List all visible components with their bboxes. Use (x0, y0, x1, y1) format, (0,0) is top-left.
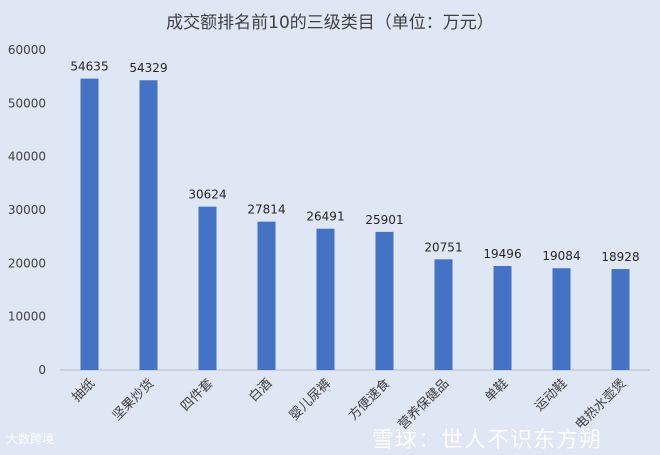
watermark-left: 大数跨境 (6, 432, 55, 446)
y-tick-label: 30000 (8, 203, 46, 217)
bar (316, 228, 335, 370)
bar-value-label: 26491 (306, 210, 344, 224)
bar-series (80, 78, 630, 370)
bar (375, 231, 394, 370)
y-tick-label: 0 (38, 363, 46, 377)
bar-value-label: 27814 (247, 203, 285, 217)
bar (257, 221, 276, 370)
y-tick-label: 20000 (8, 256, 46, 270)
bar (552, 268, 571, 370)
bar-value-label: 18928 (601, 250, 639, 264)
bar (611, 269, 630, 370)
bar-value-label: 19084 (542, 249, 580, 263)
y-axis: 0 10000 20000 30000 40000 50000 60000 (8, 43, 46, 377)
y-tick-label: 50000 (8, 96, 46, 110)
chart-title: 成交额排名前10的三级类目（单位：万元） (166, 13, 494, 33)
bar-value-label: 54635 (70, 60, 108, 74)
bar-value-label: 20751 (424, 240, 462, 254)
bar (198, 206, 217, 370)
bar-value-label: 54329 (129, 61, 167, 75)
y-tick-label: 10000 (8, 310, 46, 324)
bar-value-label: 19496 (483, 247, 521, 261)
y-tick-label: 40000 (8, 150, 46, 164)
bar (139, 80, 158, 370)
y-tick-label: 60000 (8, 43, 46, 57)
bar (434, 259, 453, 370)
bar-value-label: 25901 (365, 213, 403, 227)
bar-value-label: 30624 (188, 188, 226, 202)
bar (80, 78, 99, 370)
bar (493, 266, 512, 370)
watermark-right: 雪球：世人不识东方朔 (372, 428, 603, 453)
data-labels: 54635 54329 30624 27814 26491 25901 20751 19496… (70, 60, 639, 264)
